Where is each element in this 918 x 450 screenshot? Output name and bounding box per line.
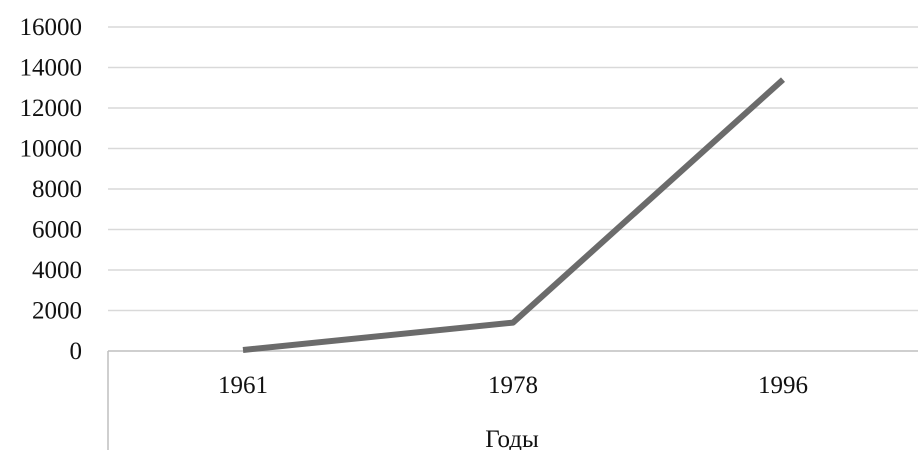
x-tick-label: 1978	[488, 372, 538, 399]
y-tick-label: 2000	[32, 298, 82, 325]
series-line	[242, 77, 786, 353]
y-tick-label: 4000	[32, 257, 82, 284]
x-axis	[107, 350, 918, 450]
y-tick-label: 8000	[32, 176, 82, 203]
x-tick-label: 1961	[218, 372, 268, 399]
x-axis-tick-labels: 1961 1978 1996	[218, 372, 808, 399]
y-tick-label: 14000	[20, 55, 83, 82]
x-axis-title: Годы	[485, 426, 539, 450]
y-tick-label: 6000	[32, 217, 82, 244]
x-tick-label: 1996	[758, 372, 808, 399]
y-tick-label: 12000	[20, 95, 83, 122]
y-tick-label: 10000	[20, 136, 83, 163]
y-tick-label: 0	[70, 338, 83, 365]
grid-lines	[108, 26, 918, 312]
y-axis-tick-labels: 0 2000 4000 6000 8000 10000 12000 14000 16000	[20, 14, 83, 365]
series-lines	[242, 77, 786, 353]
y-tick-label: 16000	[20, 14, 83, 41]
